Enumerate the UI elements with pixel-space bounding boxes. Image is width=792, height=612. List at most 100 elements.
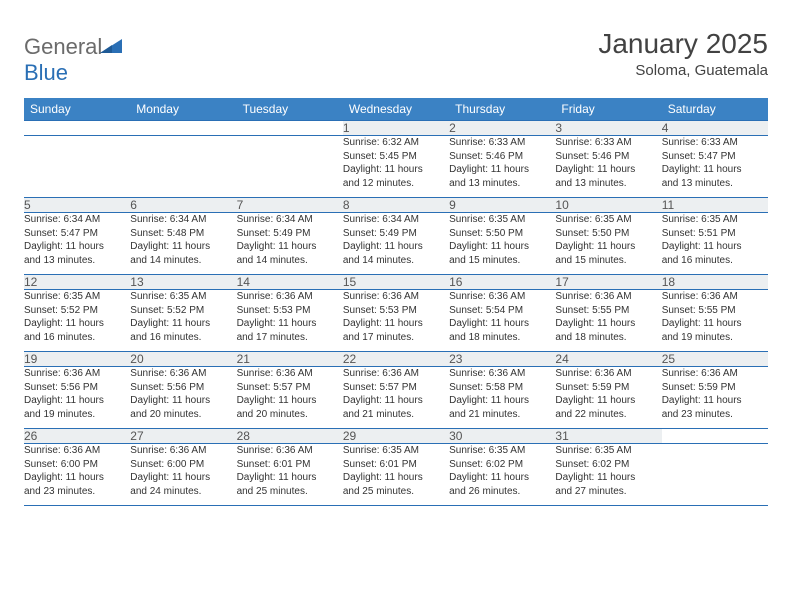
daylight-text-1: Daylight: 11 hours — [237, 394, 343, 408]
sunset-text: Sunset: 5:47 PM — [662, 150, 768, 164]
daylight-text-2: and 17 minutes. — [237, 331, 343, 345]
daylight-text-2: and 20 minutes. — [237, 408, 343, 422]
sunset-text: Sunset: 6:02 PM — [555, 458, 661, 472]
content-row: Sunrise: 6:36 AMSunset: 6:00 PMDaylight:… — [24, 444, 768, 506]
daynum-cell: 17 — [555, 275, 661, 290]
day-cell: Sunrise: 6:35 AMSunset: 5:50 PMDaylight:… — [555, 213, 661, 275]
sunrise-text: Sunrise: 6:36 AM — [24, 444, 130, 458]
daylight-text-1: Daylight: 11 hours — [130, 240, 236, 254]
sunrise-text: Sunrise: 6:36 AM — [555, 290, 661, 304]
daylight-text-2: and 19 minutes. — [662, 331, 768, 345]
dayname-cell: Monday — [130, 98, 236, 121]
day-cell: Sunrise: 6:36 AMSunset: 5:56 PMDaylight:… — [24, 367, 130, 429]
daynum-cell: 11 — [662, 198, 768, 213]
sunrise-text: Sunrise: 6:33 AM — [555, 136, 661, 150]
daylight-text-2: and 24 minutes. — [130, 485, 236, 499]
daylight-text-2: and 16 minutes. — [662, 254, 768, 268]
sunrise-text: Sunrise: 6:34 AM — [343, 213, 449, 227]
daynum-row: 262728293031 — [24, 429, 768, 444]
daylight-text-2: and 26 minutes. — [449, 485, 555, 499]
daynum-cell: 2 — [449, 121, 555, 136]
sunrise-text: Sunrise: 6:36 AM — [343, 367, 449, 381]
daynum-cell: 18 — [662, 275, 768, 290]
day-cell: Sunrise: 6:34 AMSunset: 5:47 PMDaylight:… — [24, 213, 130, 275]
sunset-text: Sunset: 5:46 PM — [449, 150, 555, 164]
daynum-cell: 4 — [662, 121, 768, 136]
day-cell: Sunrise: 6:36 AMSunset: 5:57 PMDaylight:… — [343, 367, 449, 429]
day-cell: Sunrise: 6:33 AMSunset: 5:47 PMDaylight:… — [662, 136, 768, 198]
daylight-text-1: Daylight: 11 hours — [662, 163, 768, 177]
calendar-page: GeneralBlue January 2025 Soloma, Guatema… — [0, 0, 792, 526]
daylight-text-1: Daylight: 11 hours — [343, 471, 449, 485]
day-cell: Sunrise: 6:36 AMSunset: 5:57 PMDaylight:… — [237, 367, 343, 429]
sunrise-text: Sunrise: 6:32 AM — [343, 136, 449, 150]
daylight-text-2: and 12 minutes. — [343, 177, 449, 191]
sunrise-text: Sunrise: 6:36 AM — [237, 367, 343, 381]
daynum-cell: 15 — [343, 275, 449, 290]
daylight-text-1: Daylight: 11 hours — [24, 394, 130, 408]
day-cell: Sunrise: 6:35 AMSunset: 5:52 PMDaylight:… — [24, 290, 130, 352]
dayname-cell: Saturday — [662, 98, 768, 121]
daylight-text-1: Daylight: 11 hours — [449, 163, 555, 177]
day-cell: Sunrise: 6:35 AMSunset: 6:02 PMDaylight:… — [449, 444, 555, 506]
sunrise-text: Sunrise: 6:36 AM — [449, 367, 555, 381]
daylight-text-2: and 17 minutes. — [343, 331, 449, 345]
daynum-cell — [24, 121, 130, 136]
dayname-cell: Thursday — [449, 98, 555, 121]
sunset-text: Sunset: 5:54 PM — [449, 304, 555, 318]
daylight-text-1: Daylight: 11 hours — [555, 394, 661, 408]
daylight-text-1: Daylight: 11 hours — [662, 317, 768, 331]
sunrise-text: Sunrise: 6:34 AM — [130, 213, 236, 227]
dayname-cell: Tuesday — [237, 98, 343, 121]
daylight-text-2: and 13 minutes. — [449, 177, 555, 191]
sunset-text: Sunset: 5:53 PM — [343, 304, 449, 318]
daylight-text-2: and 14 minutes. — [343, 254, 449, 268]
daylight-text-1: Daylight: 11 hours — [343, 394, 449, 408]
sunset-text: Sunset: 6:00 PM — [24, 458, 130, 472]
daynum-cell — [130, 121, 236, 136]
logo: GeneralBlue — [24, 28, 122, 86]
daylight-text-1: Daylight: 11 hours — [343, 317, 449, 331]
day-cell — [130, 136, 236, 198]
daylight-text-1: Daylight: 11 hours — [555, 163, 661, 177]
day-cell: Sunrise: 6:36 AMSunset: 5:54 PMDaylight:… — [449, 290, 555, 352]
daylight-text-2: and 22 minutes. — [555, 408, 661, 422]
daynum-cell: 5 — [24, 198, 130, 213]
dayname-cell: Wednesday — [343, 98, 449, 121]
daylight-text-1: Daylight: 11 hours — [662, 394, 768, 408]
day-cell: Sunrise: 6:35 AMSunset: 6:01 PMDaylight:… — [343, 444, 449, 506]
daylight-text-2: and 18 minutes. — [449, 331, 555, 345]
daynum-cell: 24 — [555, 352, 661, 367]
sunrise-text: Sunrise: 6:36 AM — [449, 290, 555, 304]
daylight-text-1: Daylight: 11 hours — [449, 240, 555, 254]
daylight-text-2: and 19 minutes. — [24, 408, 130, 422]
daynum-cell — [237, 121, 343, 136]
sunrise-text: Sunrise: 6:36 AM — [662, 367, 768, 381]
daylight-text-1: Daylight: 11 hours — [662, 240, 768, 254]
sunrise-text: Sunrise: 6:35 AM — [449, 213, 555, 227]
logo-part1: General — [24, 34, 102, 59]
sunrise-text: Sunrise: 6:33 AM — [449, 136, 555, 150]
dayname-cell: Sunday — [24, 98, 130, 121]
logo-triangle-icon — [100, 37, 122, 53]
sunrise-text: Sunrise: 6:36 AM — [237, 444, 343, 458]
calendar-body: 1234Sunrise: 6:32 AMSunset: 5:45 PMDayli… — [24, 121, 768, 506]
daynum-row: 1234 — [24, 121, 768, 136]
sunrise-text: Sunrise: 6:34 AM — [24, 213, 130, 227]
page-title: January 2025 — [598, 28, 768, 60]
sunrise-text: Sunrise: 6:35 AM — [24, 290, 130, 304]
day-cell: Sunrise: 6:34 AMSunset: 5:49 PMDaylight:… — [237, 213, 343, 275]
sunset-text: Sunset: 5:56 PM — [130, 381, 236, 395]
daylight-text-2: and 13 minutes. — [24, 254, 130, 268]
calendar-table: SundayMondayTuesdayWednesdayThursdayFrid… — [24, 98, 768, 506]
sunset-text: Sunset: 5:58 PM — [449, 381, 555, 395]
daynum-cell: 9 — [449, 198, 555, 213]
day-cell: Sunrise: 6:35 AMSunset: 5:52 PMDaylight:… — [130, 290, 236, 352]
logo-text: GeneralBlue — [24, 34, 122, 86]
daynum-cell: 1 — [343, 121, 449, 136]
daylight-text-1: Daylight: 11 hours — [555, 317, 661, 331]
day-cell: Sunrise: 6:33 AMSunset: 5:46 PMDaylight:… — [555, 136, 661, 198]
content-row: Sunrise: 6:34 AMSunset: 5:47 PMDaylight:… — [24, 213, 768, 275]
sunset-text: Sunset: 5:49 PM — [237, 227, 343, 241]
daynum-cell: 30 — [449, 429, 555, 444]
